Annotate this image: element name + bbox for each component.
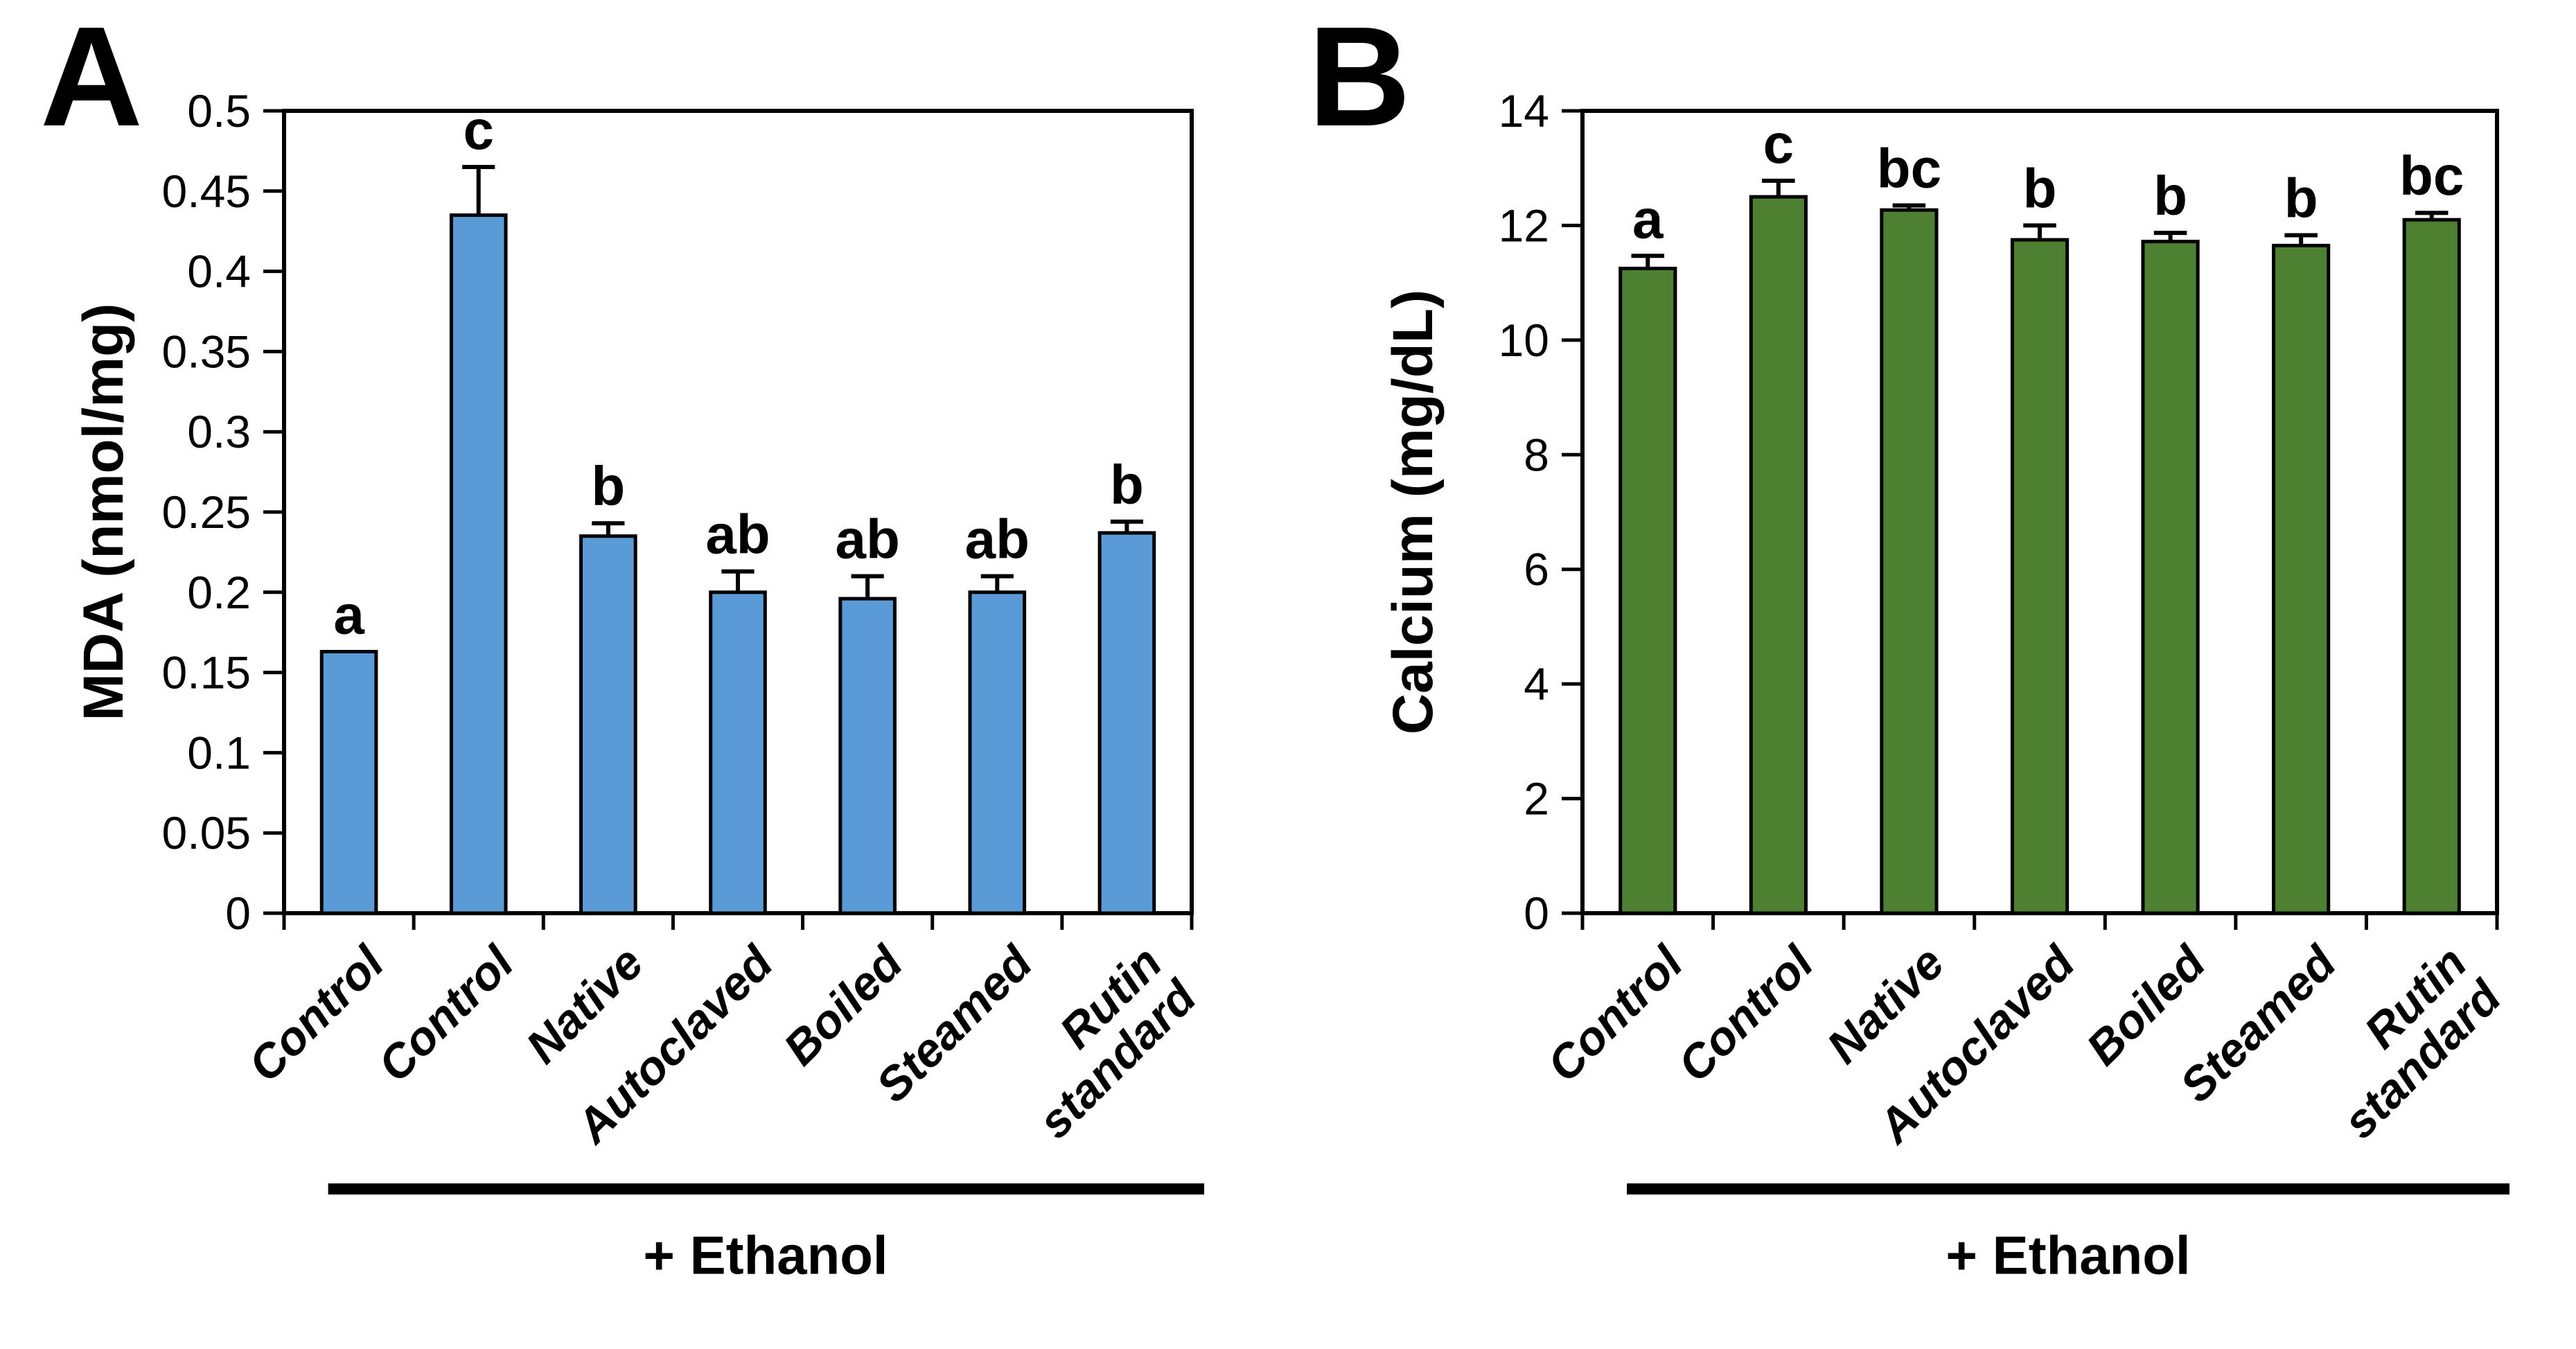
panel-a-letter: A bbox=[40, 0, 143, 156]
panel-b-y-tick-label: 12 bbox=[1499, 200, 1549, 251]
panel-a-sig-letter-steamed: ab bbox=[965, 509, 1030, 570]
panel-b-y-tick-label: 2 bbox=[1524, 773, 1549, 825]
panel-a-bar-5-boiled bbox=[838, 597, 897, 915]
panel-b-y-tick-label: 14 bbox=[1499, 85, 1549, 136]
panel-b-sig-letter-control: c bbox=[1763, 113, 1794, 175]
panel-b-bar-4-autoclaved bbox=[2010, 238, 2070, 915]
panel-b-sig-letter-rutin-standard: bc bbox=[2399, 145, 2464, 206]
panel-b-sig-letter-control: a bbox=[1632, 188, 1664, 249]
panel-a-sig-letter-rutin-standard: b bbox=[1110, 454, 1144, 515]
panel-a-y-axis-title: MDA (nmol/mg) bbox=[72, 303, 135, 721]
panel-a-y-tick-label: 0.05 bbox=[162, 807, 251, 858]
panel-a-bar-4-autoclaved bbox=[709, 590, 767, 915]
panel-b-sig-letter-boiled: b bbox=[2153, 165, 2187, 227]
panel-b-letter: B bbox=[1308, 0, 1411, 156]
panel-b-y-tick-label: 4 bbox=[1524, 658, 1549, 709]
panel-b-y-tick-label: 6 bbox=[1524, 544, 1549, 595]
panel-b-bar-3-native bbox=[1880, 208, 1939, 915]
panel-a-bar-1-control bbox=[319, 649, 378, 915]
panel-b-ethanol-group-label: + Ethanol bbox=[1946, 1224, 2191, 1286]
panel-a-y-tick-label: 0.2 bbox=[187, 567, 251, 618]
panel-a-y-tick-label: 0.25 bbox=[162, 486, 251, 538]
panel-b-bar-2-control bbox=[1749, 195, 1808, 915]
panel-a-bar-6-steamed bbox=[968, 590, 1027, 915]
panel-b-sig-letter-steamed: b bbox=[2284, 167, 2318, 229]
panel-a-sig-letter-control: a bbox=[333, 583, 364, 645]
panel-a-sig-letter-control: c bbox=[463, 99, 494, 161]
panel-a-sig-letter-autoclaved: ab bbox=[705, 504, 770, 565]
panel-b-y-axis-title: Calcium (mg/dL) bbox=[1382, 289, 1445, 735]
panel-b-y-tick-label: 10 bbox=[1499, 315, 1549, 366]
panel-a-bar-3-native bbox=[579, 534, 637, 915]
panel-b-y-tick-label: 0 bbox=[1524, 888, 1549, 939]
panel-a-y-tick-label: 0.4 bbox=[187, 246, 251, 297]
panel-a-y-tick-label: 0.5 bbox=[187, 85, 251, 136]
panel-b-bar-1-control bbox=[1618, 266, 1677, 915]
panel-a-y-tick-label: 0.35 bbox=[162, 326, 251, 377]
panel-b-category-label-control: Control bbox=[1668, 935, 1824, 1092]
panel-b-bar-5-boiled bbox=[2141, 240, 2200, 915]
panel-a-category-label-control: Control bbox=[368, 935, 524, 1092]
panel-a-sig-letter-native: b bbox=[591, 455, 625, 517]
panel-b-sig-letter-native: bc bbox=[1877, 137, 1941, 199]
panel-a-category-label-control: Control bbox=[238, 935, 395, 1092]
panel-a-bar-7-rutin-standard bbox=[1097, 531, 1156, 915]
panel-a-y-tick-label: 0.1 bbox=[187, 727, 251, 778]
panel-a-y-tick-label: 0 bbox=[225, 888, 251, 939]
panel-b-category-label-control: Control bbox=[1537, 935, 1694, 1092]
panel-b-y-tick-label: 8 bbox=[1524, 429, 1549, 480]
panel-a-y-tick-label: 0.3 bbox=[187, 406, 251, 457]
panel-a-bar-2-control bbox=[449, 213, 508, 915]
panel-a-y-tick-label: 0.15 bbox=[162, 647, 251, 698]
panel-b-bar-6-steamed bbox=[2272, 243, 2331, 915]
panel-b-sig-letter-autoclaved: b bbox=[2023, 157, 2057, 219]
panel-a-y-tick-label: 0.45 bbox=[162, 166, 251, 217]
panel-b-bar-7-rutin-standard bbox=[2402, 218, 2461, 915]
panel-a-ethanol-group-label: + Ethanol bbox=[643, 1224, 888, 1286]
panel-a-sig-letter-boiled: ab bbox=[835, 509, 899, 570]
